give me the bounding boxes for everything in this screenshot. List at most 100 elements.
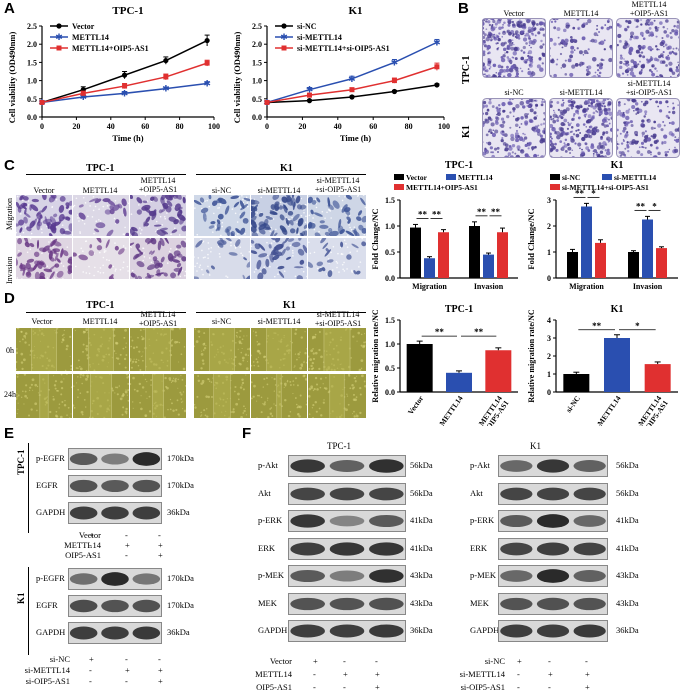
title-rule [26,174,186,175]
condition-sign: + [585,682,590,692]
data-point [80,90,86,96]
data-point: ✱ [391,57,399,67]
blot-band [69,626,98,640]
migration-image [130,195,186,236]
x-tick-label: 20 [298,122,306,131]
condition-sign: - [343,656,346,666]
migration-image [308,195,366,236]
blot-strip [288,565,406,587]
condition-sign: - [125,676,128,686]
band-label: p-ERK [258,515,283,525]
condition-label: Vector [78,530,101,540]
condition-label: Vector [269,656,292,666]
y-tick-label: 1.0 [252,77,262,86]
y-tick-label: 0.5 [252,95,262,104]
y-tick-label: 1 [547,248,551,257]
data-point [306,98,313,104]
condition-sign: + [375,669,380,679]
blot-band [329,624,365,638]
blot-band [573,515,606,527]
x-tick-label: Migration [569,282,604,291]
colony-dish [482,98,546,158]
data-point [204,37,210,44]
significance-label: ** [491,207,501,217]
condition-sign: + [517,656,522,666]
kda-label: 43kDa [616,597,639,608]
wound-image [130,374,186,418]
wound-title-tpc1: TPC-1 [86,300,115,311]
condition-sign: - [89,676,92,686]
wound-row-label: 0h [6,346,14,355]
chart-title: K1 [611,160,624,171]
blot-band [573,624,606,638]
y-axis-label: Cell viability (OD490nm) [232,32,242,124]
y-tick-label: 0.5 [385,364,395,373]
y-tick-label: 2.5 [27,22,37,31]
wound-image [16,328,72,371]
colony-dish [616,98,680,158]
blot-band [132,506,161,520]
transwell-col-label: si-METTL14 [257,186,301,195]
y-tick-label: 1.0 [27,77,37,86]
chart-title: TPC-1 [445,304,473,315]
y-tick-label: 4 [547,316,551,325]
kda-label: 170kDa [167,480,194,490]
blot-band [329,541,365,556]
bar [656,248,667,278]
band-label: GAPDH [36,627,66,637]
legend-marker [56,45,62,51]
legend-label: si-METTL14 [297,33,342,42]
colony-dish [482,18,546,78]
condition-label: METTL14 [64,540,101,550]
significance-label: * [591,188,596,198]
x-tick-label: METTL14+OIP5-AS1 [475,394,510,426]
kda-label: 41kDa [616,542,639,553]
wound-image [194,374,250,418]
x-tick-label: Migration [412,282,447,291]
y-axis-label: Fold Change/NC [370,208,380,269]
blot-strip [498,537,608,560]
blot-band [536,597,570,610]
legend-marker [56,23,62,29]
invasion-image [194,238,250,279]
condition-sign: - [548,682,551,692]
data-point [349,94,355,100]
bar [567,252,578,278]
condition-label: si-METTL14 [24,665,70,675]
blot-strip [68,622,162,644]
condition-sign: + [158,540,163,550]
condition-sign: + [125,665,130,675]
legend-swatch [394,174,404,180]
y-tick-label: 0.5 [27,95,37,104]
transwell-col-label: si-NC [211,186,232,195]
blot-strip [498,592,608,615]
data-point [434,82,440,88]
data-point: ✱ [203,79,211,89]
condition-sign: - [585,656,588,666]
data-point [391,88,398,95]
x-tick-label: 80 [176,122,184,131]
legend-swatch [550,174,560,180]
blot-band [290,569,325,583]
kda-label: 36kDa [410,625,433,635]
condition-sign: + [125,540,130,550]
line-chart-k1: K1 0.0 0.5 1.0 1.5 2.0 2.5 0 20 40 60 80 100 Time (h)… [232,5,450,143]
kda-label: 56kDa [616,487,639,498]
condition-sign: - [89,550,92,560]
blot-band [536,459,570,473]
x-tick-label: 60 [141,122,149,131]
band-label: p-Akt [258,460,278,470]
data-point [121,72,128,78]
blot-strip [288,620,406,642]
kda-label: 170kDa [167,600,194,610]
bar [642,219,653,278]
wound-image [16,374,72,418]
section-rule [28,567,29,655]
data-point: ✱ [348,74,356,84]
blot-band [69,506,98,520]
wound-row-label: 24h [4,390,16,399]
kda-label: 43kDa [410,597,433,608]
blot-band [536,569,570,583]
migration-image [16,195,72,236]
